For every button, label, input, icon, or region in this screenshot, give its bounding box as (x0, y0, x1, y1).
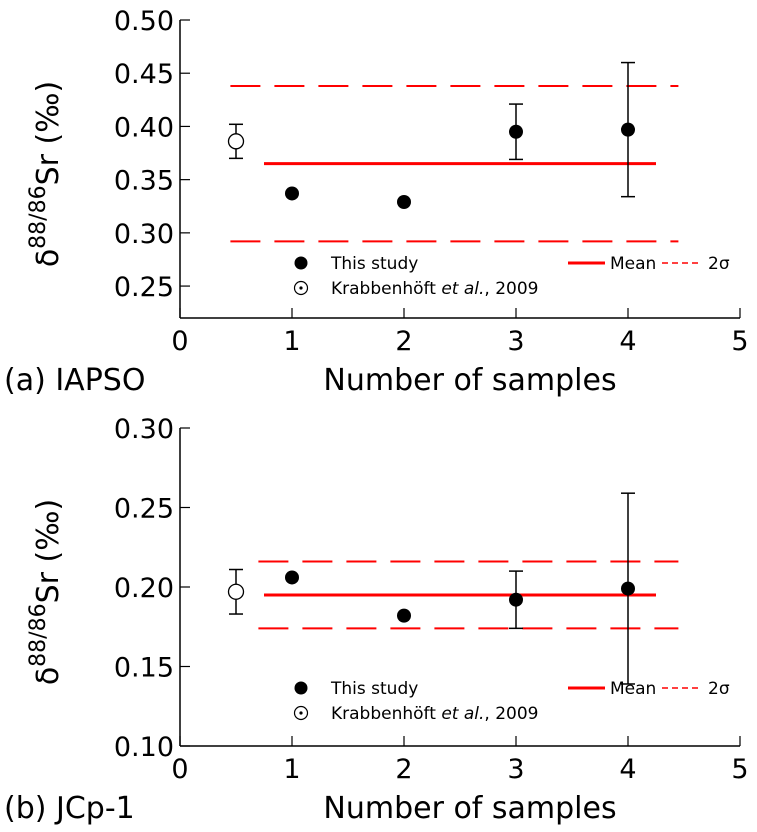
legend-label-two-sigma: 2σ (708, 679, 730, 699)
data-point-krabbenhoft (227, 133, 245, 150)
y-axis-label-main: Sr (‰) (31, 81, 66, 186)
y-axis-label-delta: δ (31, 667, 66, 685)
y-tick-label: 0.45 (114, 59, 174, 90)
legend-label-two-sigma: 2σ (708, 254, 730, 274)
y-tick-label: 0.25 (114, 272, 174, 303)
y-axis-label: δ88/86Sr (‰) (26, 499, 66, 685)
legend-marker-this-study (294, 681, 308, 695)
x-tick-label: 1 (283, 754, 300, 785)
panel-label: (b) JCp-1 (4, 791, 135, 826)
x-tick-label: 0 (171, 754, 188, 785)
x-tick-label: 4 (619, 326, 636, 357)
legend-label-krabbenhoft-prefix: Krabbenhöft (331, 279, 441, 299)
data-point-this-study (397, 608, 411, 623)
legend-label-krabbenhoft: Krabbenhöft et al., 2009 (331, 704, 538, 724)
legend-label-this-study: This study (330, 254, 418, 274)
data-point-this-study (621, 122, 635, 137)
y-axis-label: δ88/86Sr (‰) (26, 81, 66, 267)
x-tick-label: 0 (171, 326, 188, 357)
legend-label-mean: Mean (610, 254, 656, 274)
y-tick-label: 0.50 (114, 6, 174, 37)
x-tick-label: 2 (395, 326, 412, 357)
legend-marker-krabbenhoft-dot (299, 711, 303, 715)
x-tick-label: 5 (731, 326, 748, 357)
x-tick-label: 4 (619, 754, 636, 785)
legend-label-this-study: This study (330, 679, 418, 699)
x-axis-title: Number of samples (323, 791, 616, 826)
legend-label-mean: Mean (610, 679, 656, 699)
y-axis-label-superscript: 88/86 (26, 603, 51, 666)
legend-label-krabbenhoft-italic: et al. (441, 279, 484, 299)
data-point-this-study (285, 570, 299, 585)
data-point-this-study (509, 592, 523, 607)
panel-label: (a) IAPSO (4, 363, 145, 398)
x-axis-title: Number of samples (323, 363, 616, 398)
chart-panel-b: 0.10 0.15 0.20 0.25 0.30 0 1 2 3 4 5 δ88/86Sr (‰) (b… (4, 414, 749, 826)
y-tick-label: 0.30 (114, 414, 174, 445)
legend-label-krabbenhoft: Krabbenhöft et al., 2009 (331, 279, 538, 299)
data-point-this-study (621, 581, 635, 596)
y-tick-label: 0.30 (114, 219, 174, 250)
data-point-this-study (509, 124, 523, 139)
x-tick-label: 2 (395, 754, 412, 785)
data-point-krabbenhoft (227, 583, 245, 600)
y-tick-label: 0.20 (114, 573, 174, 604)
data-point-this-study (397, 194, 411, 209)
y-tick-label: 0.10 (114, 732, 174, 763)
legend-marker-this-study (294, 256, 308, 270)
y-tick-label: 0.25 (114, 494, 174, 525)
legend-label-krabbenhoft-suffix: , 2009 (484, 704, 538, 724)
x-tick-label: 3 (507, 754, 524, 785)
y-tick-label: 0.40 (114, 112, 174, 143)
y-axis-label-superscript: 88/86 (26, 185, 51, 248)
y-tick-label: 0.15 (114, 653, 174, 684)
x-tick-label: 3 (507, 326, 524, 357)
legend-label-krabbenhoft-prefix: Krabbenhöft (331, 704, 441, 724)
chart-panel-a: 0.25 0.30 0.35 0.40 0.45 0.50 0 1 2 3 4 5 δ88/86Sr (… (4, 6, 749, 398)
legend-marker-krabbenhoft-dot (299, 286, 303, 290)
y-tick-label: 0.35 (114, 166, 174, 197)
x-tick-label: 5 (731, 754, 748, 785)
x-tick-label: 1 (283, 326, 300, 357)
legend-label-krabbenhoft-suffix: , 2009 (484, 279, 538, 299)
legend-label-krabbenhoft-italic: et al. (441, 704, 484, 724)
y-axis-label-main: Sr (‰) (31, 499, 66, 604)
data-point-this-study (285, 186, 299, 201)
y-axis-label-delta: δ (31, 249, 66, 267)
